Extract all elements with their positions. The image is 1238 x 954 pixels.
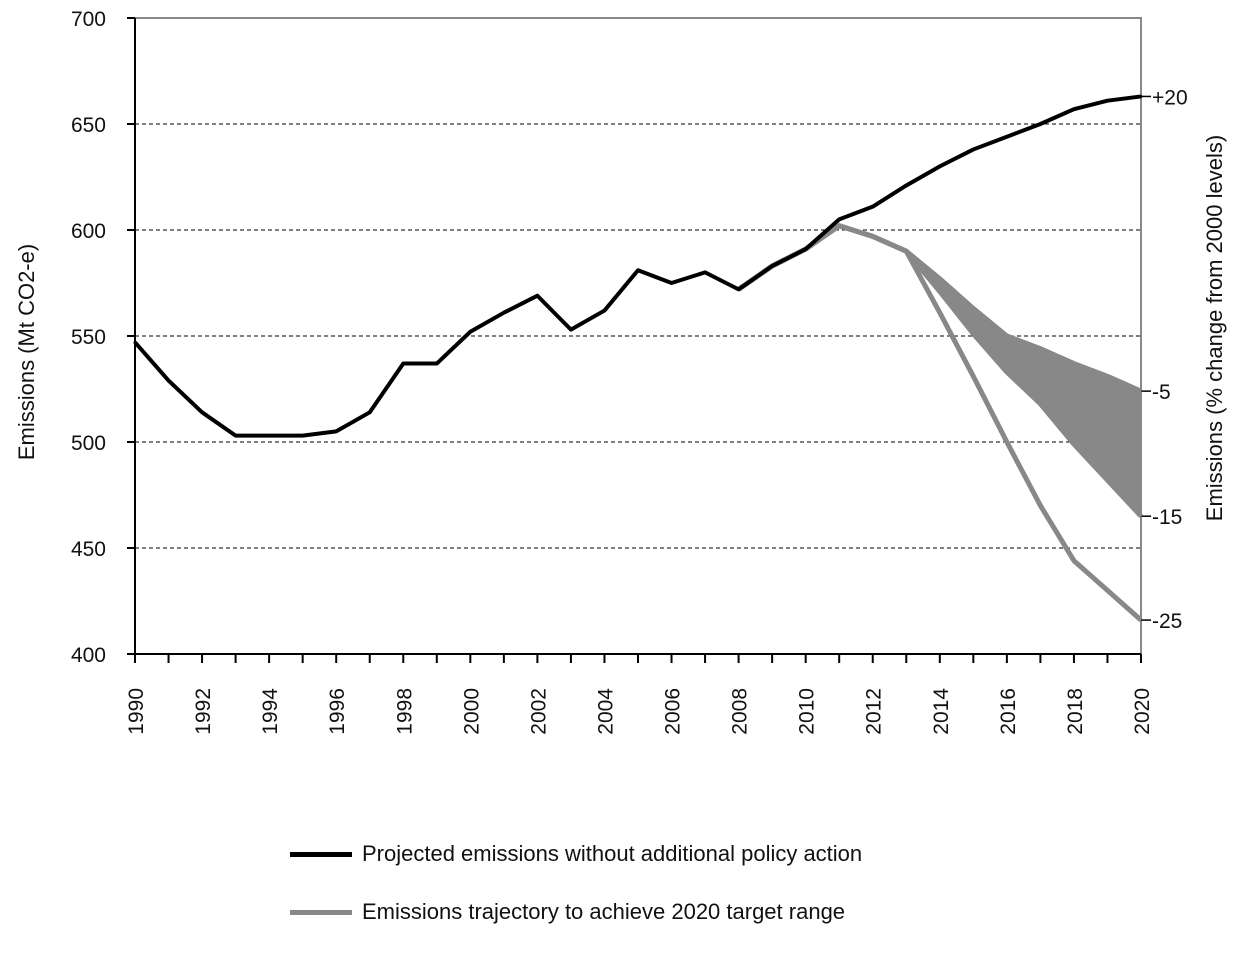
projected-point-2001 [502, 311, 506, 315]
right-tick-label--15: -15 [1152, 506, 1182, 529]
x-tick-label-2010: 2010 [796, 688, 819, 735]
x-tick-label-2006: 2006 [662, 688, 685, 735]
x-tick-label-1998: 1998 [393, 688, 416, 735]
projected-point-2007 [703, 270, 707, 274]
y-tick-label-550: 550 [71, 326, 106, 349]
projected-point-2008 [737, 287, 741, 291]
projected-point-1993 [234, 434, 238, 438]
legend-item-trajectory: Emissions trajectory to achieve 2020 tar… [290, 896, 862, 928]
x-tick-label-2016: 2016 [997, 688, 1020, 735]
legend-swatch-trajectory [290, 909, 352, 915]
y-tick-label-500: 500 [71, 432, 106, 455]
projected-point-2009 [770, 264, 774, 268]
projected-point-1996 [334, 429, 338, 433]
projected-point-2013 [904, 183, 908, 187]
projected-point-1995 [301, 434, 305, 438]
x-tick-label-2008: 2008 [729, 688, 752, 735]
x-tick-label-1996: 1996 [326, 688, 349, 735]
projected-point-2014 [938, 164, 942, 168]
projected-point-2006 [670, 281, 674, 285]
projected-emissions-line [133, 94, 1142, 438]
projected-point-2010 [804, 247, 808, 251]
legend-swatch-projected [290, 851, 352, 857]
projected-point-1999 [435, 362, 439, 366]
projected-point-1990 [133, 340, 137, 344]
right-tick-label--25: -25 [1152, 610, 1182, 633]
projected-point-2003 [569, 328, 573, 332]
legend-label-trajectory: Emissions trajectory to achieve 2020 tar… [362, 899, 846, 924]
projected-point-2015 [971, 147, 975, 151]
projected-point-1998 [401, 362, 405, 366]
x-tick-label-2012: 2012 [863, 688, 886, 735]
projected-point-2018 [1072, 107, 1076, 111]
x-tick-label-1994: 1994 [259, 688, 282, 735]
x-tick-label-1990: 1990 [125, 688, 148, 735]
right-tick-label-+20: +20 [1152, 86, 1188, 109]
x-tick-label-2002: 2002 [527, 688, 550, 735]
legend-label-projected: Projected emissions without additional p… [362, 841, 863, 866]
y-axis-title-right: Emissions (% change from 2000 levels) [1202, 135, 1227, 521]
projected-point-1992 [200, 410, 204, 414]
target-range-band [738, 225, 1142, 518]
y-tick-label-450: 450 [71, 538, 106, 561]
projected-point-1997 [368, 410, 372, 414]
x-tick-label-1992: 1992 [192, 688, 215, 735]
projected-point-2020 [1139, 94, 1143, 98]
x-tick-label-2018: 2018 [1064, 688, 1087, 735]
projected-point-2005 [636, 268, 640, 272]
chart: 400 450 500 550 600 650 700 1990 1992 1994 1996 199… [14, 8, 1227, 735]
projected-point-2019 [1105, 99, 1109, 103]
projected-point-2011 [837, 217, 841, 221]
x-tick-label-2014: 2014 [930, 688, 953, 735]
y-tick-label-400: 400 [71, 644, 106, 667]
projected-point-1991 [167, 379, 171, 383]
y-axis-title: Emissions (Mt CO2-e) [14, 244, 39, 460]
projected-point-2016 [1005, 135, 1009, 139]
projected-point-2012 [871, 205, 875, 209]
projected-point-2000 [468, 330, 472, 334]
projected-point-2017 [1038, 122, 1042, 126]
y-tick-label-700: 700 [71, 8, 106, 31]
projected-point-1994 [267, 434, 271, 438]
y-tick-label-600: 600 [71, 220, 106, 243]
legend: Projected emissions without additional p… [290, 838, 862, 954]
right-tick-label--5: -5 [1152, 381, 1171, 404]
y-tick-label-650: 650 [71, 114, 106, 137]
x-tick-label-2000: 2000 [460, 688, 483, 735]
projected-point-2002 [535, 294, 539, 298]
x-tick-label-2020: 2020 [1131, 688, 1154, 735]
x-tick-label-2004: 2004 [594, 688, 617, 735]
legend-item-projected: Projected emissions without additional p… [290, 838, 862, 870]
projected-point-2004 [602, 309, 606, 313]
